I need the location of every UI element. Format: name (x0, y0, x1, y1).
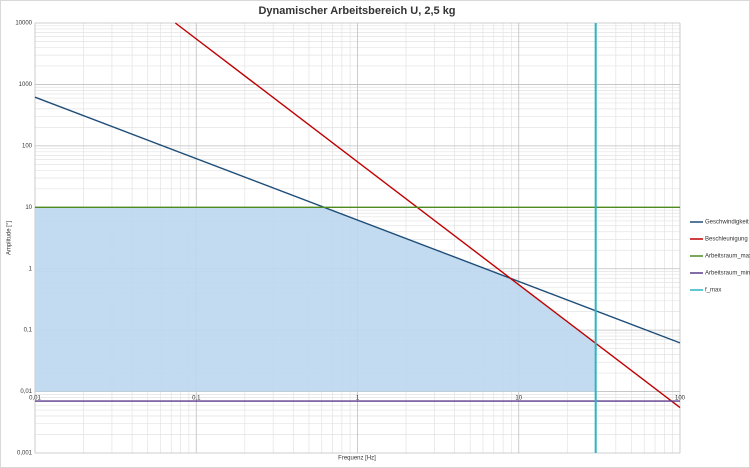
y-tick-label: 10 (25, 205, 32, 211)
y-tick-label: 1 (29, 266, 33, 272)
legend-label: f_max (705, 288, 721, 294)
working-area (35, 207, 596, 392)
x-tick-label: 100 (675, 396, 686, 402)
y-tick-label: 100 (22, 143, 33, 149)
x-tick-label: 0,01 (29, 396, 41, 402)
series-line (34, 96, 681, 344)
x-axis-label: Frequenz [Hz] (338, 456, 376, 462)
y-tick-label: 10000 (15, 21, 32, 27)
y-tick-label: 0,001 (17, 451, 33, 457)
legend-label: Arbeitsraum_max (705, 254, 750, 260)
legend-label: Arbeitsraum_min (705, 271, 750, 277)
legend-label: Beschleunigung (705, 237, 748, 243)
x-tick-label: 1 (356, 396, 360, 402)
y-tick-label: 1000 (19, 82, 33, 88)
y-axis-label: Amplitude [°] (7, 221, 13, 255)
x-tick-label: 0,1 (192, 396, 201, 402)
chart-title: Dynamischer Arbeitsbereich U, 2,5 kg (258, 5, 455, 17)
y-tick-label: 0,01 (20, 389, 32, 395)
legend-label: Geschwindigkeit (705, 220, 749, 226)
y-tick-label: 0,1 (24, 328, 33, 334)
x-tick-label: 10 (515, 396, 522, 402)
